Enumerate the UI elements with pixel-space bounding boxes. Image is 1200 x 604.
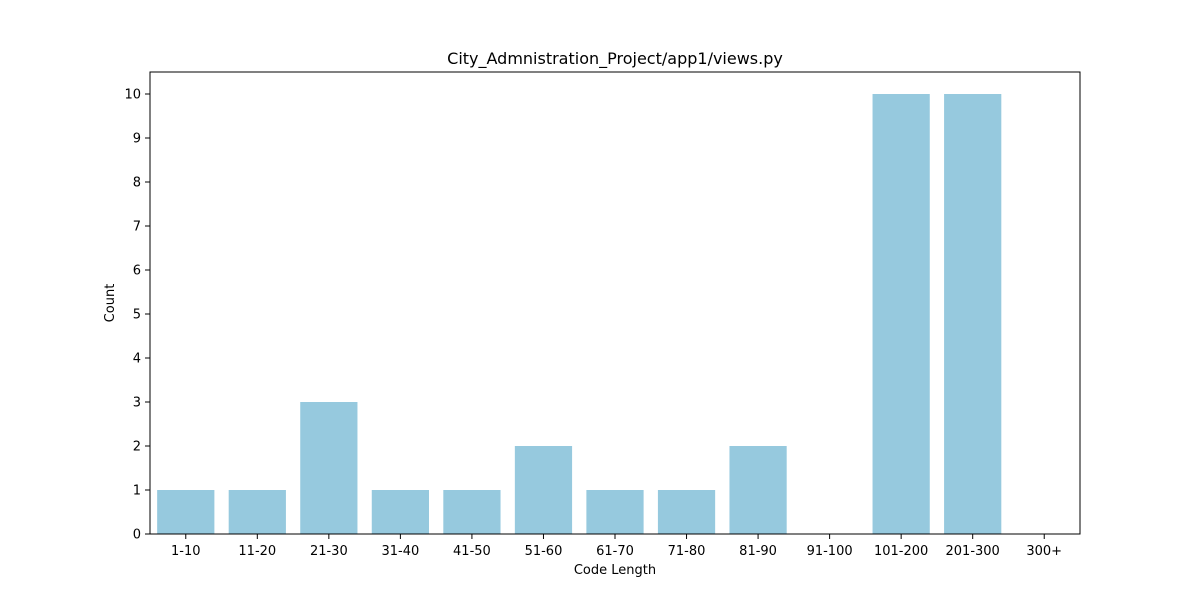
y-tick-label: 4 bbox=[133, 352, 141, 367]
x-axis-label: Code Length bbox=[574, 563, 656, 578]
y-tick-label: 0 bbox=[133, 528, 141, 543]
x-tick-label: 81-90 bbox=[739, 544, 777, 559]
y-tick-label: 7 bbox=[133, 220, 141, 235]
x-tick-label: 11-20 bbox=[238, 544, 276, 559]
plot-frame bbox=[149, 71, 1081, 535]
bar-21-30 bbox=[300, 402, 358, 534]
x-tick-label: 201-300 bbox=[946, 544, 1000, 559]
bar-81-90 bbox=[729, 446, 787, 534]
x-tick-label: 91-100 bbox=[807, 544, 853, 559]
x-tick-label: 21-30 bbox=[310, 544, 348, 559]
x-axis-ticks: 1-10 11-20 21-30 31-40 41-50 51-60 61-70 71-80 8… bbox=[171, 534, 1062, 559]
x-tick-label: 71-80 bbox=[668, 544, 706, 559]
y-tick-label: 8 bbox=[133, 176, 141, 191]
bar-51-60 bbox=[514, 446, 573, 534]
y-tick-label: 1 bbox=[133, 484, 141, 499]
y-tick-label: 5 bbox=[133, 308, 141, 323]
bar-61-70 bbox=[586, 490, 644, 534]
x-tick-label: 300+ bbox=[1026, 544, 1062, 559]
bars-group bbox=[157, 94, 1002, 534]
bar-11-20 bbox=[228, 490, 286, 534]
x-tick-label: 41-50 bbox=[453, 544, 491, 559]
bar-71-80 bbox=[657, 490, 716, 534]
bar-41-50 bbox=[443, 490, 501, 534]
y-axis-label: Count bbox=[103, 284, 118, 323]
y-tick-label: 2 bbox=[133, 440, 141, 455]
bar-101-200 bbox=[872, 94, 930, 534]
x-tick-label: 61-70 bbox=[596, 544, 634, 559]
y-axis-ticks: 0 1 2 3 4 5 6 7 8 9 10 bbox=[124, 88, 150, 543]
y-tick-label: 6 bbox=[133, 264, 141, 279]
bar-31-40 bbox=[371, 490, 429, 534]
bar-1-10 bbox=[157, 490, 215, 534]
x-tick-label: 101-200 bbox=[874, 544, 928, 559]
bar-201-300 bbox=[944, 94, 1002, 534]
x-tick-label: 31-40 bbox=[381, 544, 419, 559]
x-tick-label: 1-10 bbox=[171, 544, 201, 559]
chart-title: City_Admnistration_Project/app1/views.py bbox=[447, 49, 783, 69]
x-tick-label: 51-60 bbox=[525, 544, 563, 559]
y-tick-label: 9 bbox=[133, 132, 141, 147]
y-tick-label: 3 bbox=[133, 396, 141, 411]
y-tick-label: 10 bbox=[124, 88, 141, 103]
